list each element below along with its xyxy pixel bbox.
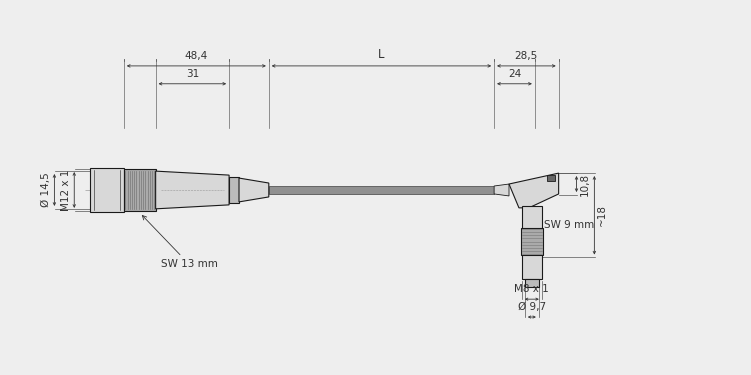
Text: 28,5: 28,5 (514, 51, 538, 61)
Bar (90, 168, 124, 212)
Bar (525, 279, 538, 287)
Text: SW 9 mm: SW 9 mm (544, 220, 594, 230)
Polygon shape (239, 178, 269, 202)
Text: Ø 14,5: Ø 14,5 (41, 172, 51, 207)
Bar (522, 206, 541, 279)
Text: ~18: ~18 (597, 204, 608, 226)
Polygon shape (155, 171, 229, 209)
Polygon shape (494, 184, 509, 196)
Text: L: L (379, 48, 385, 61)
Text: 24: 24 (508, 69, 521, 79)
Bar (124, 169, 155, 211)
Text: M12 x 1: M12 x 1 (62, 169, 71, 211)
Polygon shape (509, 173, 559, 208)
Text: 10,8: 10,8 (580, 172, 590, 196)
Text: M8 x 1: M8 x 1 (514, 284, 549, 294)
Text: 31: 31 (185, 69, 199, 79)
Bar (269, 186, 494, 194)
Bar (521, 228, 543, 255)
Text: SW 13 mm: SW 13 mm (143, 216, 218, 270)
Bar (229, 177, 239, 203)
Bar (547, 175, 555, 181)
Text: 48,4: 48,4 (185, 51, 208, 61)
Text: Ø 9,7: Ø 9,7 (517, 302, 546, 312)
